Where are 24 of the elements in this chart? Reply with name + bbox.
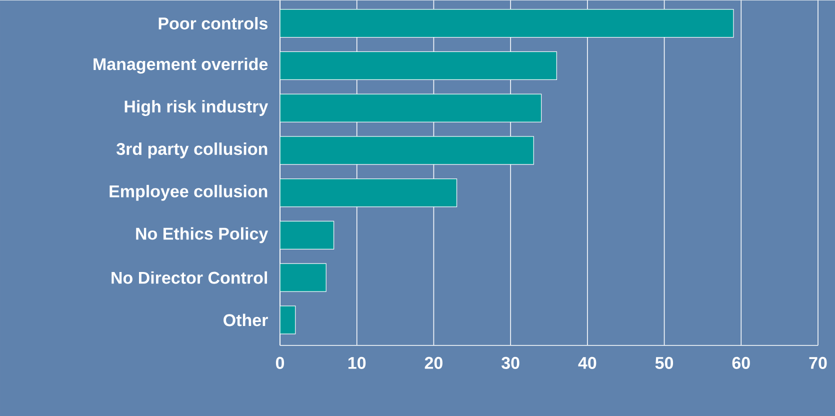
x-tick-label: 20 (424, 356, 442, 369)
x-tick-label: 30 (502, 356, 520, 369)
x-tick-label: 50 (655, 356, 674, 369)
bar (280, 94, 542, 122)
x-tick-label: 40 (578, 356, 596, 369)
bar (280, 136, 534, 165)
y-tick-label: No Director Control (112, 271, 267, 284)
bar (280, 8, 734, 38)
x-tick-label: 0 (276, 356, 284, 369)
y-tick-label: No Ethics Policy (136, 227, 268, 243)
bar (280, 178, 458, 207)
bar (280, 220, 334, 250)
bar (280, 51, 557, 80)
y-tick-label: Other (224, 314, 268, 326)
y-tick-label: 3rd party collusion (116, 142, 268, 158)
x-tick-label: 60 (732, 356, 750, 369)
x-tick-label: 10 (348, 356, 366, 369)
bar (280, 305, 296, 334)
y-tick-label: Employee collusion (110, 184, 268, 201)
y-tick-label: Management override (94, 58, 268, 74)
y-tick-label: High risk industry (124, 100, 268, 116)
bar (280, 263, 326, 292)
y-tick-label: Poor controls (158, 16, 268, 30)
x-tick-label: 70 (809, 356, 827, 369)
